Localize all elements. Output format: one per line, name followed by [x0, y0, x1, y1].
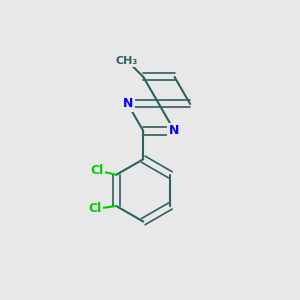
Text: N: N [122, 98, 133, 110]
Text: N: N [169, 124, 180, 137]
Text: CH₃: CH₃ [116, 56, 138, 66]
Text: N: N [122, 98, 133, 110]
Text: N: N [122, 98, 133, 110]
Text: N: N [169, 124, 180, 137]
Text: N: N [169, 124, 180, 137]
Text: Cl: Cl [88, 202, 101, 215]
Text: Cl: Cl [90, 164, 104, 177]
